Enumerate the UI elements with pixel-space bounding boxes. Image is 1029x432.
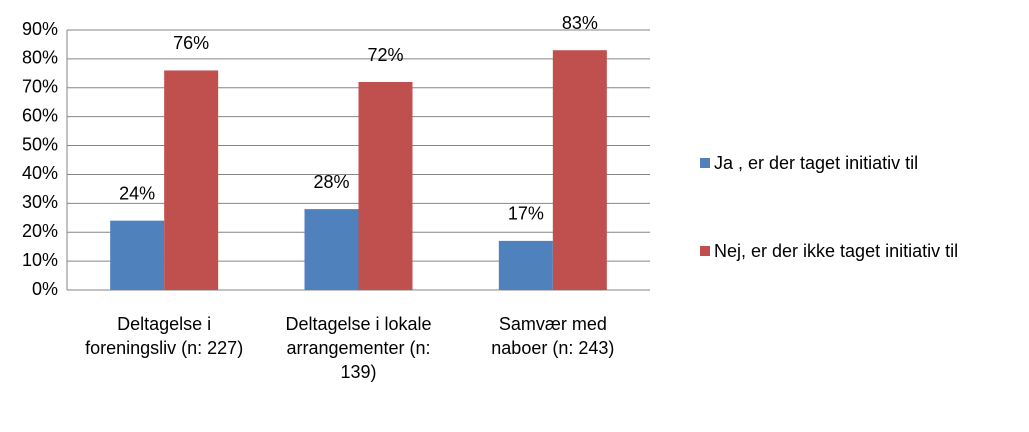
y-tick-label: 40% (22, 163, 58, 183)
legend-swatch (700, 246, 710, 256)
value-label: 72% (367, 45, 403, 65)
bar (498, 240, 553, 290)
legend-label: Ja , er der taget initiativ til (714, 153, 919, 173)
value-label: 76% (173, 33, 209, 53)
value-label: 83% (562, 13, 598, 33)
y-tick-label: 50% (22, 134, 58, 154)
y-tick-label: 30% (22, 192, 58, 212)
value-label: 17% (508, 204, 544, 224)
y-tick-label: 90% (22, 19, 58, 39)
y-tick-label: 10% (22, 250, 58, 270)
bar (552, 50, 607, 290)
y-tick-label: 0% (32, 279, 58, 299)
value-label: 28% (313, 172, 349, 192)
x-tick-label: Deltagelse i lokale arrangementer (n: 13… (285, 314, 432, 382)
legend-swatch (700, 158, 710, 168)
bar (164, 70, 219, 290)
x-tick-label: Deltagelse i foreningsliv (n: 227) (85, 314, 244, 358)
y-tick-label: 70% (22, 77, 58, 97)
bar (110, 220, 165, 290)
y-tick-label: 60% (22, 105, 58, 125)
value-label: 24% (119, 183, 155, 203)
x-tick-label: Samvær med naboer (n: 243) (491, 314, 615, 358)
y-tick-label: 20% (22, 221, 58, 241)
bar (358, 82, 413, 290)
legend-label: Nej, er der ikke taget initiativ til (714, 241, 959, 261)
bar (304, 209, 359, 290)
y-tick-label: 80% (22, 48, 58, 68)
